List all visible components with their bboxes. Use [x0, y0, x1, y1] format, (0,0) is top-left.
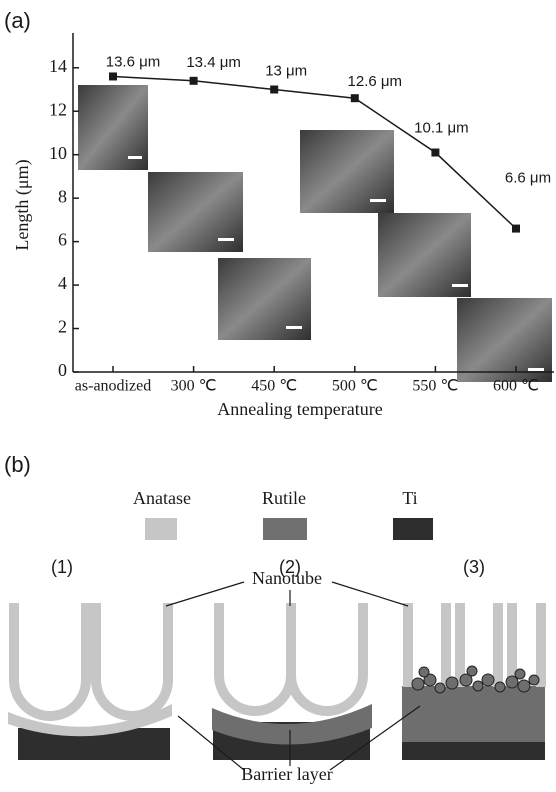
legend-label: Rutile — [262, 488, 306, 508]
structure-1 — [8, 603, 172, 760]
y-tick-label: 4 — [58, 273, 67, 293]
data-label: 10.1 μm — [414, 119, 469, 136]
structure-3 — [402, 603, 546, 760]
x-tick-label: 550 ℃ — [412, 378, 458, 395]
data-point — [512, 225, 520, 233]
structure-2 — [212, 603, 372, 760]
sem-insets — [78, 85, 552, 382]
data-point — [190, 77, 198, 85]
x-tick-label: as-anodized — [75, 378, 151, 395]
x-tick-label: 300 ℃ — [171, 378, 217, 395]
x-tick-label: 450 ℃ — [251, 378, 297, 395]
legend-swatch — [145, 518, 177, 540]
stage-label: (1) — [51, 557, 73, 577]
figure: (a) Length (μm) Annealing temperature 0 2… — [0, 0, 556, 792]
data-point — [351, 94, 359, 102]
y-tick-label: 8 — [58, 186, 67, 206]
y-tick-label: 14 — [49, 56, 67, 76]
y-tick-label: 6 — [58, 230, 67, 250]
panel-label: (b) — [4, 452, 31, 477]
legend-swatch — [393, 518, 433, 540]
data-label: 13.6 μm — [106, 53, 161, 70]
legend-swatch — [263, 518, 307, 540]
data-label: 13 μm — [265, 62, 307, 79]
data-point — [109, 72, 117, 80]
data-label: 13.4 μm — [186, 54, 241, 71]
y-tick-label: 12 — [49, 99, 67, 119]
y-tick-label: 10 — [49, 143, 67, 163]
legend-label: Anatase — [133, 488, 191, 508]
legend-label: Ti — [402, 488, 417, 508]
panel-label: (a) — [4, 8, 31, 33]
data-label: 12.6 μm — [348, 73, 403, 90]
x-axis-label: Annealing temperature — [217, 399, 382, 419]
data-label: 6.6 μm — [505, 170, 551, 187]
data-point — [270, 86, 278, 94]
y-tick-label: 0 — [58, 360, 67, 380]
y-tick-label: 2 — [58, 317, 67, 337]
x-tick-label: 500 ℃ — [332, 378, 378, 395]
stage-label: (3) — [463, 557, 485, 577]
data-point — [431, 149, 439, 157]
x-tick-label: 600 ℃ — [493, 378, 539, 395]
y-axis-label: Length (μm) — [12, 159, 33, 250]
barrier-label: Barrier layer — [241, 764, 332, 784]
nanotube-label: Nanotube — [252, 568, 322, 588]
